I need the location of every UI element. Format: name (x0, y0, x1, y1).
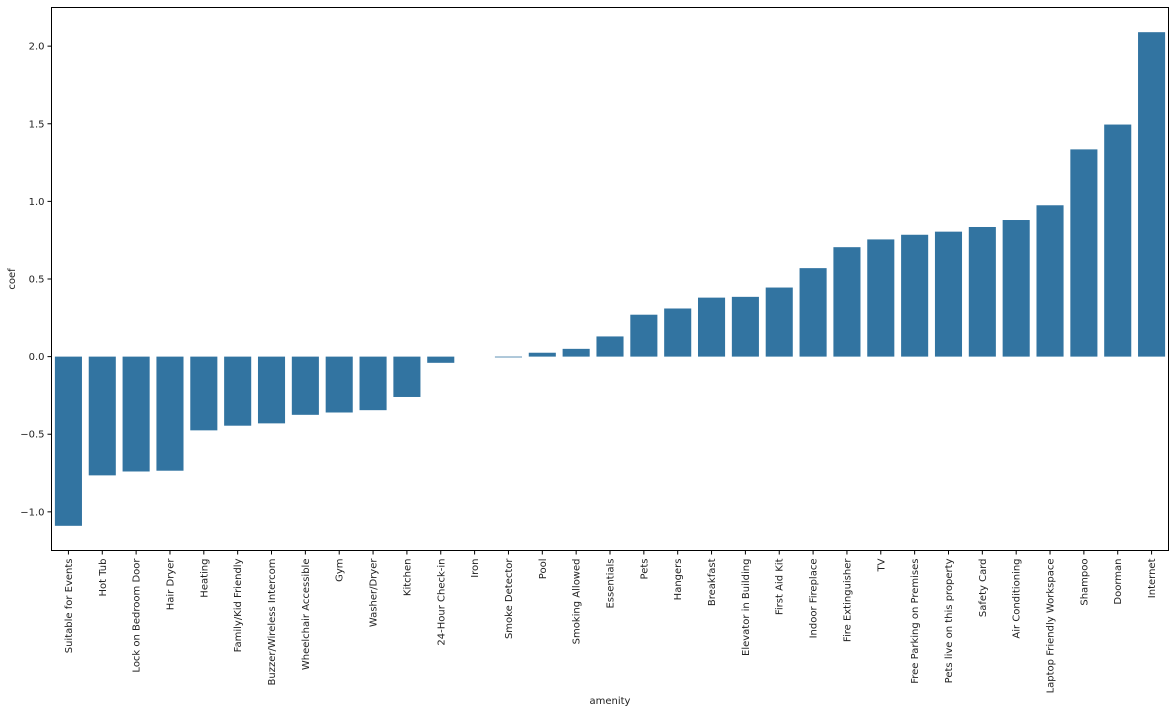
x-tick-label: Hair Dryer (165, 558, 176, 611)
x-tick-label: Wheelchair Accessible (301, 559, 312, 671)
bar-6 (257, 356, 286, 424)
x-tick-label: Doorman (1113, 559, 1124, 605)
bar-18 (664, 308, 692, 357)
x-tick-label: Pool (538, 559, 549, 580)
x-tick-label: Fire Extinguisher (842, 558, 853, 642)
x-tick-label: Essentials (606, 559, 617, 609)
y-tick-label: 2.0 (29, 42, 45, 53)
x-tick-label: Hot Tub (98, 559, 109, 597)
bar-30 (1070, 149, 1098, 357)
y-tick-label: −0.5 (20, 430, 44, 441)
x-tick-label: 24-Hour Check-in (436, 559, 447, 646)
bar-4 (190, 356, 218, 431)
bar-22 (799, 268, 827, 357)
bar-21 (765, 287, 793, 357)
x-tick-label: Buzzer/Wireless Intercom (267, 559, 278, 686)
x-tick-label: Internet (1147, 558, 1158, 598)
y-tick-label: 1.0 (29, 197, 45, 208)
y-tick-label: 0.5 (29, 275, 45, 286)
bars-group (54, 32, 1166, 526)
bar-32 (1138, 32, 1166, 357)
bar-29 (1036, 205, 1064, 357)
x-tick-label: Breakfast (707, 558, 718, 606)
bar-3 (156, 356, 184, 471)
x-tick-label: Free Parking on Premises (910, 559, 921, 684)
x-tick-label: TV (876, 558, 887, 572)
bar-14 (528, 352, 556, 357)
bar-17 (630, 314, 658, 357)
x-tick-label: Heating (199, 559, 210, 598)
x-tick-label: Safety Card (978, 559, 989, 618)
x-tick-label: Indoor Fireplace (809, 559, 820, 639)
y-axis-label: coef (7, 268, 18, 290)
x-tick-label: Smoke Detector (504, 558, 515, 639)
bar-28 (1002, 220, 1030, 357)
bar-24 (867, 239, 895, 357)
bar-27 (968, 226, 996, 357)
x-tick-label: Gym (335, 559, 346, 582)
x-tick-label: Lock on Bedroom Door (132, 558, 143, 673)
bar-13 (494, 356, 522, 358)
y-tick-label: 0.0 (29, 352, 45, 363)
bar-7 (291, 356, 319, 415)
bar-1 (88, 356, 116, 476)
bar-0 (54, 356, 82, 526)
bar-9 (359, 356, 387, 411)
bar-23 (833, 247, 861, 357)
x-axis-label: amenity (590, 696, 631, 707)
x-tick-label: Elevator in Building (741, 559, 752, 657)
bar-19 (698, 297, 726, 357)
x-tick-label: Air Conditioning (1012, 559, 1023, 639)
x-tick-label: Pets live on this property (944, 558, 955, 683)
x-tick-label: Hangers (673, 559, 684, 601)
bar-25 (901, 234, 929, 357)
y-tick-label: 1.5 (29, 119, 45, 130)
bar-5 (224, 356, 252, 426)
bar-31 (1104, 124, 1132, 357)
bar-11 (427, 356, 455, 363)
x-tick-label: Suitable for Events (64, 559, 75, 654)
x-tick-label: Kitchen (402, 559, 413, 597)
x-tick-label: Shampoo (1079, 559, 1090, 606)
x-tick-label: Smoking Allowed (572, 559, 583, 645)
bar-16 (596, 336, 624, 357)
x-tick-label: First Aid Kit (775, 558, 786, 615)
plot-frame (51, 7, 1169, 551)
bar-20 (731, 296, 759, 357)
bar-15 (562, 348, 590, 357)
x-tick-label: Washer/Dryer (369, 558, 380, 627)
x-tick-label: Iron (470, 559, 481, 578)
y-tick-label: −1.0 (20, 507, 44, 518)
x-tick-label: Pets (639, 559, 650, 580)
bar-2 (122, 356, 150, 472)
x-ticks-group: Suitable for Events Hot Tub Lock on Bedroo… (64, 550, 1158, 694)
bar-10 (393, 356, 421, 397)
x-tick-label: Laptop Friendly Workspace (1046, 559, 1057, 694)
x-tick-label: Family/Kid Friendly (233, 558, 244, 652)
y-ticks-group: −1.0 −0.5 0.0 0.5 1.0 1.5 2.0 (20, 42, 52, 518)
bar-26 (934, 231, 963, 357)
bar-8 (325, 356, 353, 413)
